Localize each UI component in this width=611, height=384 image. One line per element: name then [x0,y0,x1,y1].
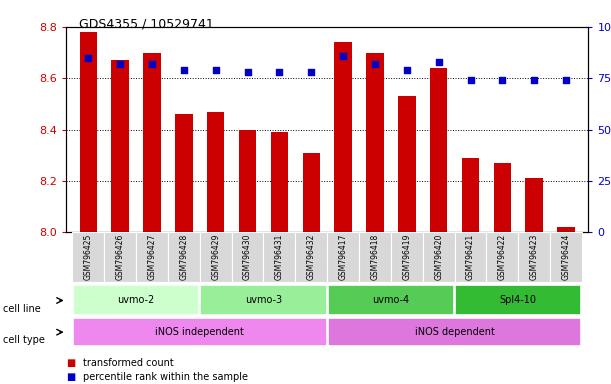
Text: cell type: cell type [3,335,45,345]
Text: GSM796419: GSM796419 [402,234,411,280]
Bar [327,232,359,282]
Point [562,77,571,83]
Point [402,67,412,73]
Point [529,77,539,83]
Text: GSM796426: GSM796426 [115,234,125,280]
Text: GSM796424: GSM796424 [562,234,571,280]
Bar [462,158,479,232]
Bar [143,53,161,232]
Text: GSM796431: GSM796431 [275,234,284,280]
Bar [398,96,415,232]
Bar [295,232,327,282]
Bar [455,285,582,316]
Bar [391,232,423,282]
Bar [263,232,295,282]
Text: uvmo-2: uvmo-2 [117,295,155,306]
Point [466,77,475,83]
Bar [486,232,518,282]
Point [370,61,380,67]
Bar [73,318,326,346]
Point [243,69,252,75]
Bar [423,232,455,282]
Text: cell line: cell line [3,304,41,314]
Bar [328,318,582,346]
Text: ■: ■ [66,372,75,382]
Text: GSM796432: GSM796432 [307,234,316,280]
Text: GSM796420: GSM796420 [434,234,443,280]
Text: iNOS independent: iNOS independent [155,327,244,337]
Bar [525,179,543,232]
Bar [104,232,136,282]
Bar [232,232,263,282]
Text: GSM796422: GSM796422 [498,234,507,280]
Bar [430,68,447,232]
Point [306,69,316,75]
Bar [359,232,391,282]
Text: transformed count: transformed count [83,358,174,368]
Bar [79,32,97,232]
Bar [111,60,129,232]
Text: uvmo-4: uvmo-4 [372,295,409,306]
Bar [518,232,550,282]
Point [434,59,444,65]
Text: GSM796428: GSM796428 [180,234,188,280]
Point [338,53,348,59]
Point [115,61,125,67]
Bar [494,163,511,232]
Bar [168,232,200,282]
Bar [366,53,384,232]
Bar [175,114,192,232]
Text: GSM796427: GSM796427 [147,234,156,280]
Text: percentile rank within the sample: percentile rank within the sample [83,372,248,382]
Bar [136,232,168,282]
Text: ■: ■ [66,358,75,368]
Bar [239,129,257,232]
Bar [200,232,232,282]
Text: GDS4355 / 10529741: GDS4355 / 10529741 [79,17,214,30]
Text: GSM796429: GSM796429 [211,234,220,280]
Bar [455,232,486,282]
Point [179,67,189,73]
Text: GSM796423: GSM796423 [530,234,539,280]
Bar [271,132,288,232]
Bar [72,232,104,282]
Bar [207,112,224,232]
Text: GSM796421: GSM796421 [466,234,475,280]
Bar [302,153,320,232]
Bar [200,285,326,316]
Point [211,67,221,73]
Text: iNOS dependent: iNOS dependent [415,327,494,337]
Text: GSM796425: GSM796425 [84,234,93,280]
Bar [557,227,575,232]
Bar [334,42,352,232]
Text: GSM796418: GSM796418 [370,234,379,280]
Text: GSM796430: GSM796430 [243,234,252,280]
Point [83,55,93,61]
Text: Spl4-10: Spl4-10 [500,295,537,306]
Bar [550,232,582,282]
Point [147,61,157,67]
Bar [73,285,199,316]
Bar [328,285,454,316]
Text: uvmo-3: uvmo-3 [245,295,282,306]
Point [497,77,507,83]
Point [274,69,284,75]
Text: GSM796417: GSM796417 [338,234,348,280]
